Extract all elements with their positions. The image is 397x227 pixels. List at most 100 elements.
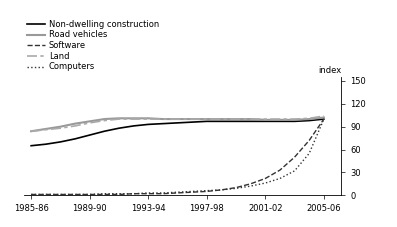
Land (131, 118, 136, 121)
Land (278, 118, 282, 121)
Non-dwelling construction (219, 120, 224, 123)
Computers (219, 189, 224, 191)
Computers (190, 190, 195, 193)
Computers (263, 182, 268, 184)
Road vehicles (160, 118, 165, 121)
Computers (160, 192, 165, 194)
Road vehicles (73, 122, 77, 125)
Non-dwelling construction (248, 120, 253, 123)
Software (73, 193, 77, 196)
Road vehicles (322, 116, 326, 119)
Computers (322, 118, 326, 121)
Land (43, 128, 48, 131)
Computers (117, 192, 121, 195)
Computers (146, 192, 150, 194)
Computers (278, 177, 282, 180)
Non-dwelling construction (307, 119, 312, 122)
Land (322, 115, 326, 117)
Road vehicles (146, 117, 150, 120)
Computers (102, 192, 107, 195)
Software (190, 191, 195, 194)
Land (175, 118, 180, 121)
Land (234, 118, 239, 121)
Line: Computers: Computers (31, 119, 324, 195)
Road vehicles (278, 118, 282, 121)
Road vehicles (219, 118, 224, 121)
Road vehicles (307, 118, 312, 121)
Computers (58, 193, 63, 196)
Land (58, 127, 63, 130)
Land (29, 130, 33, 133)
Non-dwelling construction (29, 144, 33, 147)
Software (263, 177, 268, 180)
Land (160, 118, 165, 121)
Line: Land: Land (31, 116, 324, 131)
Land (146, 118, 150, 121)
Computers (29, 193, 33, 196)
Non-dwelling construction (160, 122, 165, 125)
Computers (73, 193, 77, 196)
Road vehicles (263, 118, 268, 121)
Land (263, 118, 268, 121)
Software (278, 169, 282, 171)
Computers (175, 191, 180, 194)
Land (117, 118, 121, 121)
Non-dwelling construction (87, 134, 92, 136)
Road vehicles (117, 117, 121, 120)
Computers (87, 193, 92, 196)
Non-dwelling construction (131, 125, 136, 127)
Road vehicles (248, 118, 253, 121)
Software (175, 192, 180, 194)
Computers (234, 187, 239, 190)
Software (58, 193, 63, 196)
Non-dwelling construction (190, 121, 195, 123)
Non-dwelling construction (175, 121, 180, 124)
Road vehicles (102, 118, 107, 121)
Software (146, 192, 150, 195)
Road vehicles (175, 118, 180, 121)
Software (131, 192, 136, 195)
Road vehicles (58, 125, 63, 128)
Computers (204, 189, 209, 192)
Software (43, 193, 48, 196)
Road vehicles (29, 130, 33, 133)
Non-dwelling construction (234, 120, 239, 123)
Line: Software: Software (31, 119, 324, 195)
Land (219, 118, 224, 121)
Software (219, 189, 224, 191)
Non-dwelling construction (278, 120, 282, 123)
Computers (131, 192, 136, 195)
Land (204, 118, 209, 121)
Land (248, 118, 253, 121)
Non-dwelling construction (73, 138, 77, 140)
Land (292, 118, 297, 121)
Legend: Non-dwelling construction, Road vehicles, Software, Land, Computers: Non-dwelling construction, Road vehicles… (24, 17, 162, 75)
Non-dwelling construction (322, 118, 326, 121)
Road vehicles (131, 117, 136, 120)
Line: Non-dwelling construction: Non-dwelling construction (31, 119, 324, 146)
Non-dwelling construction (102, 130, 107, 133)
Land (73, 125, 77, 127)
Software (292, 156, 297, 158)
Road vehicles (204, 118, 209, 121)
Software (102, 193, 107, 196)
Land (190, 118, 195, 121)
Land (87, 121, 92, 124)
Software (204, 190, 209, 193)
Software (160, 192, 165, 195)
Computers (43, 193, 48, 196)
Software (234, 186, 239, 189)
Non-dwelling construction (146, 123, 150, 126)
Software (29, 193, 33, 196)
Non-dwelling construction (204, 120, 209, 123)
Road vehicles (87, 120, 92, 123)
Land (102, 119, 107, 122)
Road vehicles (292, 118, 297, 121)
Land (307, 117, 312, 120)
Road vehicles (190, 118, 195, 121)
Non-dwelling construction (58, 141, 63, 143)
Computers (307, 152, 312, 155)
Software (248, 183, 253, 185)
Road vehicles (43, 128, 48, 130)
Software (87, 193, 92, 196)
